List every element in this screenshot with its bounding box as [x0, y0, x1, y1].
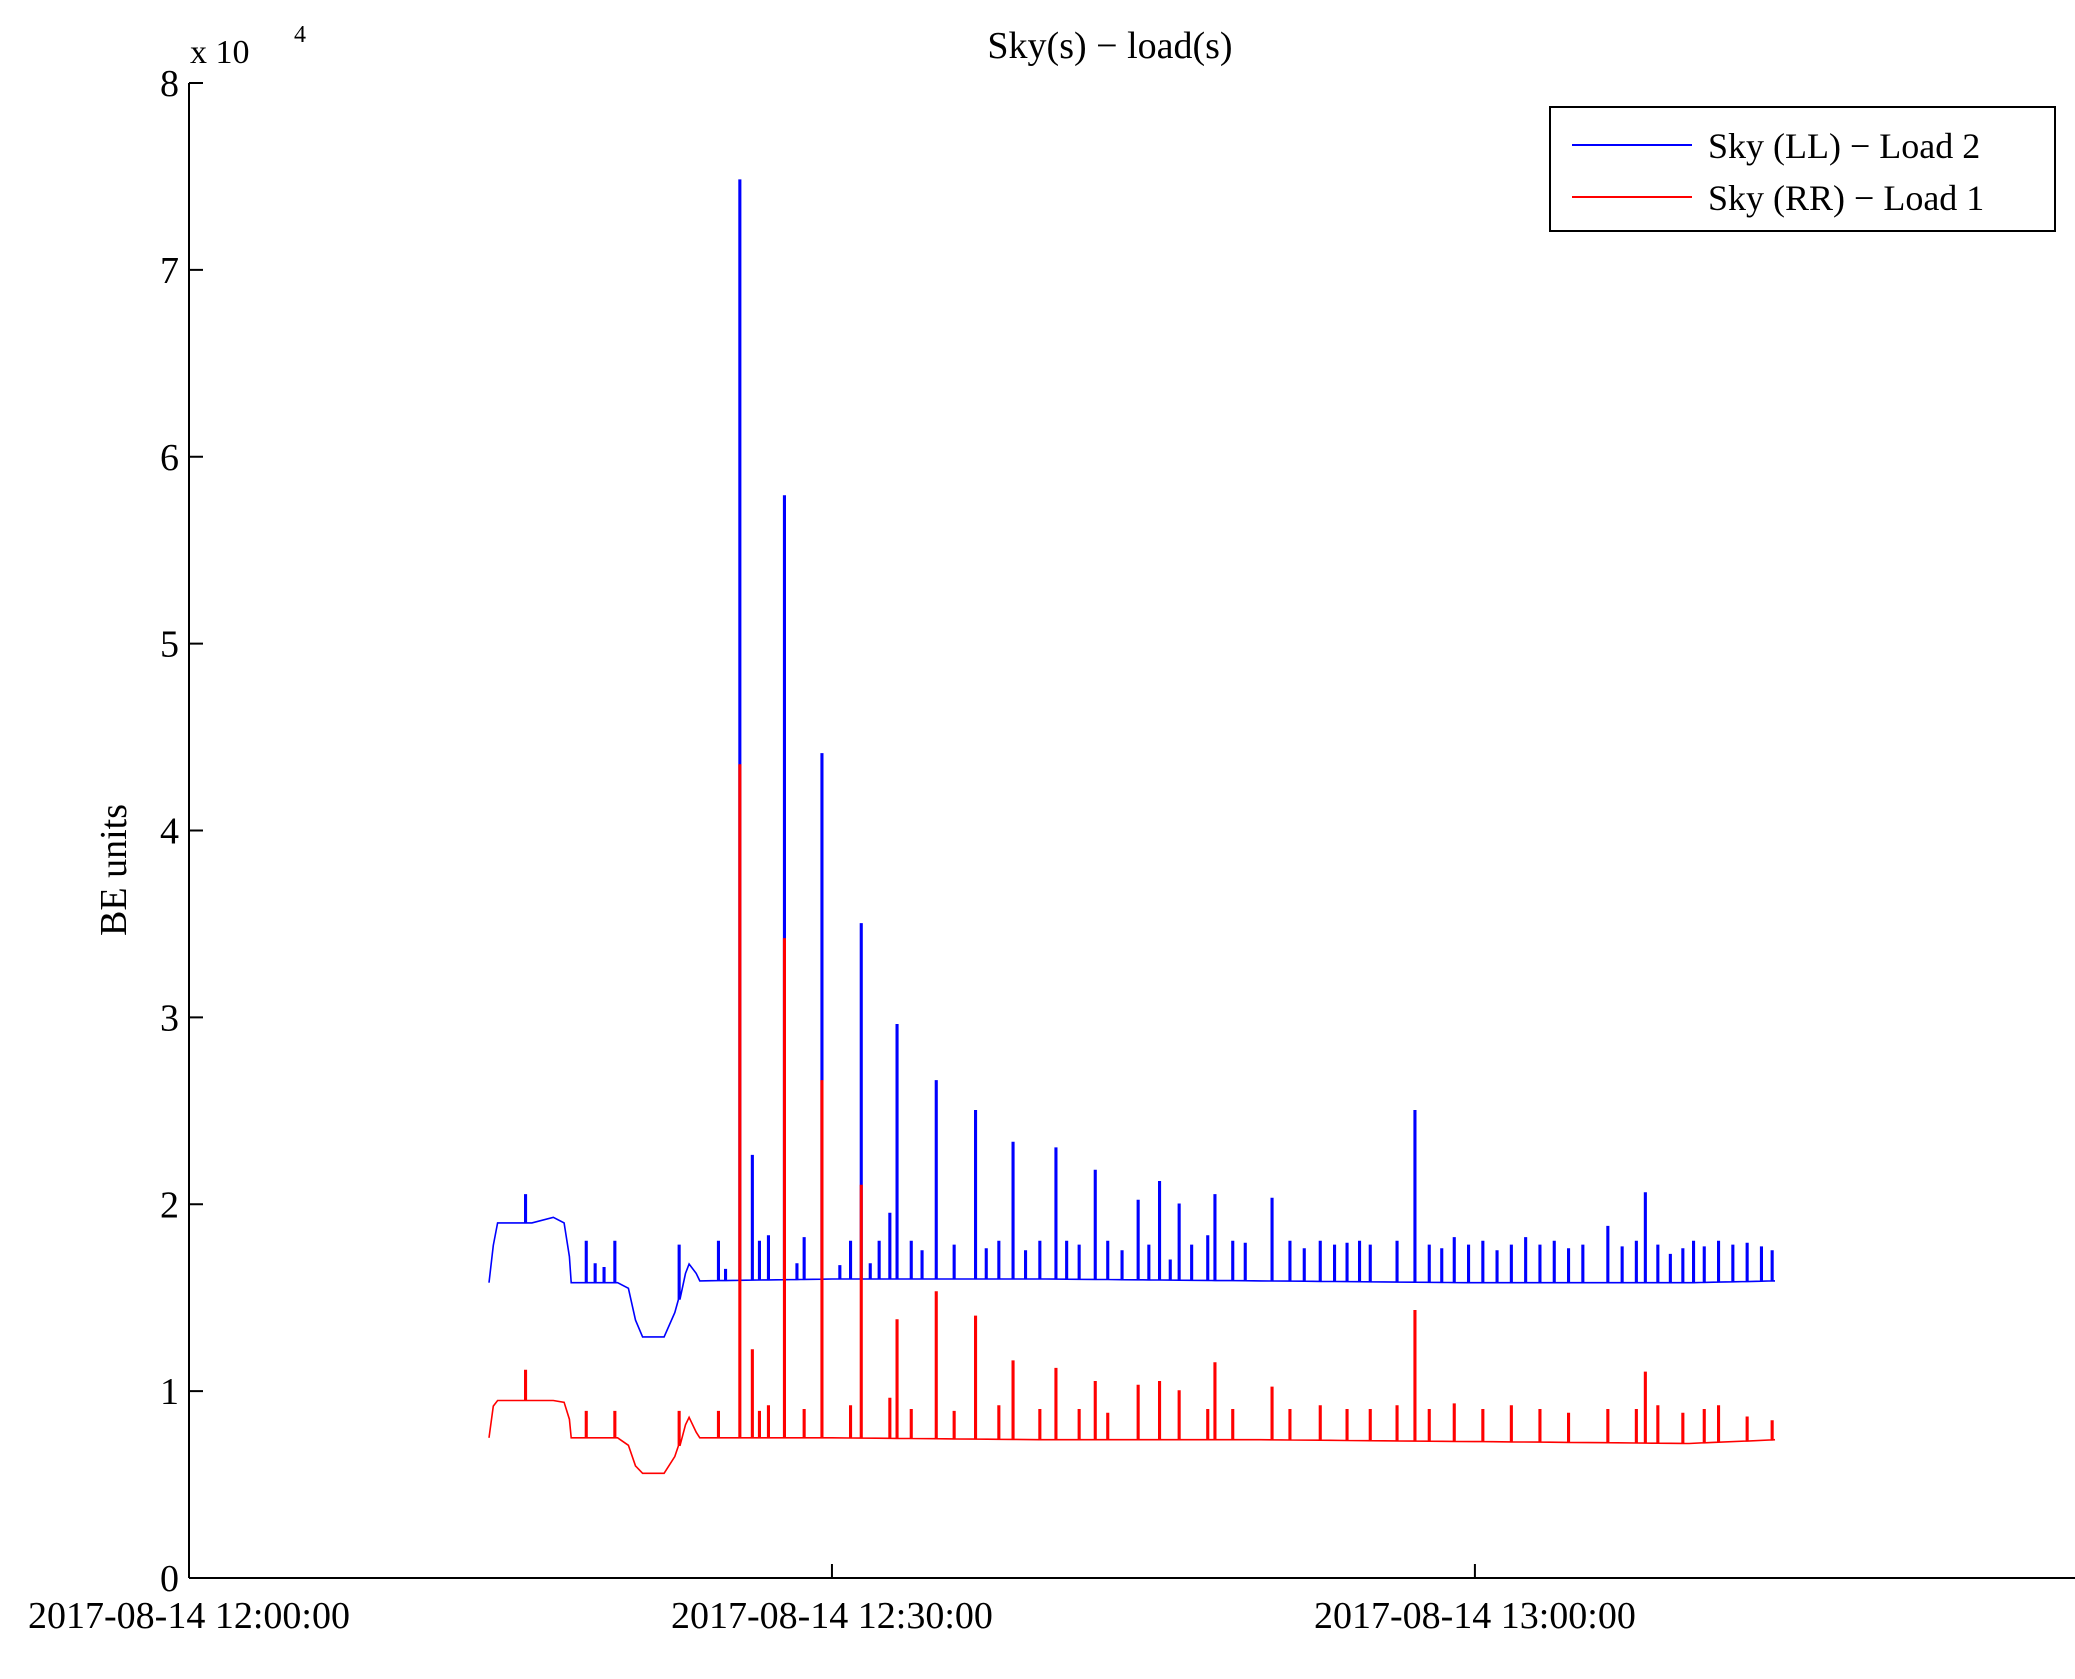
series-line-1 — [488, 764, 1776, 1475]
y-tick-label: 2 — [160, 1184, 179, 1226]
y-tick-label: 7 — [160, 250, 179, 292]
y-tick-label: 1 — [160, 1371, 179, 1413]
legend: Sky (LL) − Load 2 Sky (RR) − Load 1 — [1549, 106, 2056, 232]
legend-box — [1549, 106, 2056, 232]
y-tick-label: 8 — [160, 63, 179, 105]
legend-label-sky-rr: Sky (RR) − Load 1 — [1708, 178, 1984, 218]
y-tick-label: 5 — [160, 624, 179, 666]
y-tick-label: 3 — [160, 997, 179, 1039]
chart-title: Sky(s) − load(s) — [987, 25, 1232, 67]
y-scale-base: x 10 — [190, 34, 250, 71]
series-line-0 — [488, 179, 1775, 1338]
y-tick-label: 0 — [160, 1558, 179, 1600]
axes-layer: 0 1 2 3 4 5 6 7 8 2017-08-14 12:00:00 2017-08-14 1… — [28, 63, 2075, 1637]
y-axis-label: BE units — [93, 804, 135, 936]
x-tick-label: 2017-08-14 12:30:00 — [671, 1595, 993, 1637]
y-tick-label: 4 — [160, 811, 179, 853]
legend-label-sky-ll: Sky (LL) − Load 2 — [1708, 126, 1980, 166]
y-tick-label: 6 — [160, 437, 179, 479]
x-tick-label: 2017-08-14 12:00:00 — [28, 1595, 350, 1637]
plot-area: 0 1 2 3 4 5 6 7 8 2017-08-14 12:00:00 2017-08-14 1… — [28, 63, 2075, 1637]
series-layer — [488, 179, 1776, 1475]
y-scale-exponent: 4 — [294, 22, 306, 48]
x-tick-label: 2017-08-14 13:00:00 — [1314, 1595, 1636, 1637]
y-scale-multiplier: x 10 4 — [190, 22, 306, 71]
